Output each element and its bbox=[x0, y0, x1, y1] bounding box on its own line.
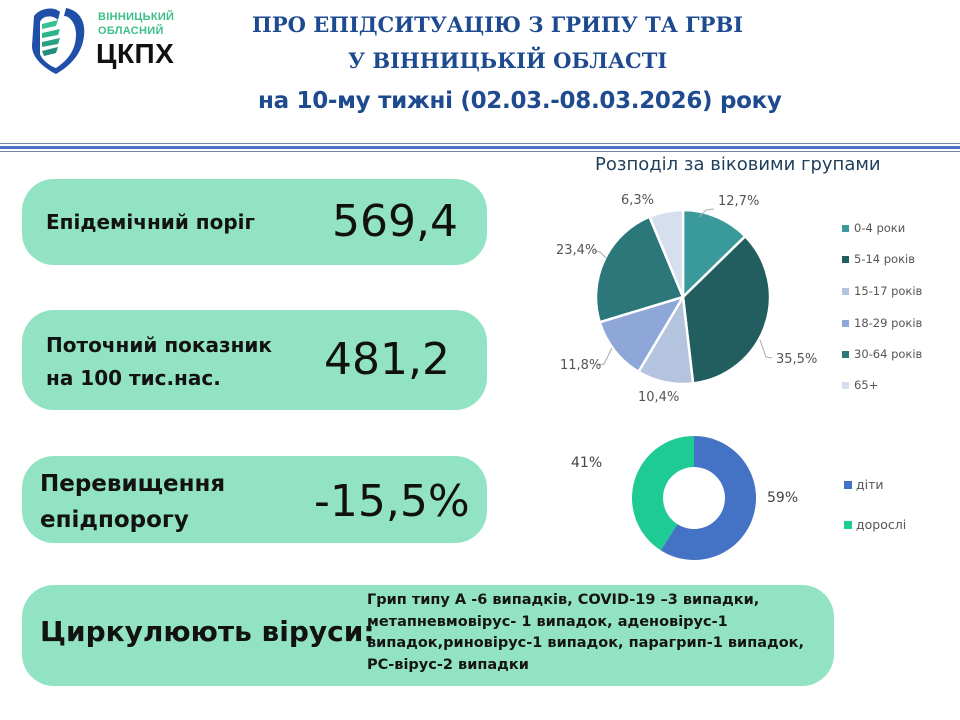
age-pie-title: Розподіл за віковими групами bbox=[595, 154, 881, 175]
donut-label-adults: 41% bbox=[571, 455, 602, 471]
legend-item-18-29: 18-29 років bbox=[842, 316, 922, 330]
pie-label-5-14: 35,5% bbox=[776, 352, 817, 367]
children-adults-donut-chart bbox=[632, 436, 756, 560]
epidemic-threshold-value: 569,4 bbox=[332, 196, 458, 247]
donut-segment-діти bbox=[660, 436, 756, 560]
virus-list-line: РС-вірус-2 випадки bbox=[367, 656, 529, 673]
pie-label-65-plus: 6,3% bbox=[621, 193, 654, 208]
epidemic-threshold-label: Епідемічний поріг bbox=[46, 210, 255, 234]
circulating-viruses-label: Циркулюють віруси: bbox=[40, 615, 375, 648]
circulating-viruses-card: Циркулюють віруси: Грип типу А -6 випадк… bbox=[22, 585, 834, 686]
legend-swatch bbox=[844, 480, 852, 489]
legend-item-adults: дорослі bbox=[844, 517, 906, 532]
legend-swatch bbox=[842, 350, 849, 358]
pie-label-0-4: 12,7% bbox=[718, 194, 759, 209]
legend-item-0-4: 0-4 роки bbox=[842, 221, 905, 235]
logo-org-line1: ВІННИЦЬКИЙ bbox=[98, 11, 175, 23]
virus-list-line: випадок,риновірус-1 випадок, парагрип-1 … bbox=[367, 635, 805, 651]
legend-item-15-17: 15-17 років bbox=[842, 284, 922, 298]
virus-list-line: метапневмовірус- 1 випадок, аденовірус-1 bbox=[367, 613, 728, 630]
age-pie-labels: 12,7% 35,5% 10,4% 11,8% 23,4% 6,3% bbox=[556, 193, 817, 405]
pie-label-18-29: 11,8% bbox=[560, 358, 601, 373]
age-pie-chart bbox=[594, 208, 772, 386]
legend-swatch bbox=[842, 224, 849, 232]
virus-list-line: Грип типу А -6 випадків, COVID-19 –3 вип… bbox=[367, 592, 760, 608]
threshold-excess-label: Перевищення епідпорогу bbox=[40, 466, 225, 538]
page-title-line1: ПРО ЕПІДСИТУАЦІЮ З ГРИПУ ТА ГРВІ bbox=[252, 12, 744, 37]
current-rate-label-line1: Поточний показник bbox=[46, 333, 273, 357]
pie-label-15-17: 10,4% bbox=[638, 390, 679, 405]
header-divider bbox=[0, 143, 960, 153]
page-subtitle-week: на 10-му тижні (02.03.-08.03.2026) року bbox=[258, 88, 782, 114]
legend-swatch bbox=[842, 255, 849, 263]
page-title-line2: У ВІННИЦЬКІЙ ОБЛАСТІ bbox=[348, 48, 668, 73]
current-rate-label-line2: на 100 тис.нас. bbox=[46, 366, 221, 390]
donut-label-children: 59% bbox=[767, 490, 798, 506]
pie-slice-65+ bbox=[647, 208, 685, 298]
logo-name: ЦКПХ bbox=[96, 38, 175, 69]
current-rate-label: Поточний показник на 100 тис.нас. bbox=[46, 329, 272, 395]
logo-org-line2: ОБЛАСНИЙ bbox=[98, 25, 164, 37]
legend-item-5-14: 5-14 років bbox=[842, 252, 915, 266]
legend-item-children: діти bbox=[844, 477, 884, 492]
legend-swatch bbox=[844, 520, 852, 529]
logo: ВІННИЦЬКИЙ ОБЛАСНИЙ ЦКПХ bbox=[20, 2, 220, 74]
legend-swatch bbox=[842, 381, 849, 389]
pie-slice-30-64 років bbox=[594, 215, 685, 324]
epidemic-threshold-card: Епідемічний поріг 569,4 bbox=[22, 179, 487, 265]
threshold-excess-card: Перевищення епідпорогу -15,5% bbox=[22, 456, 487, 543]
legend-item-30-64: 30-64 років bbox=[842, 347, 922, 361]
current-rate-value: 481,2 bbox=[324, 334, 450, 385]
legend-item-65-plus: 65+ bbox=[842, 378, 878, 392]
pie-slice-5-14 років bbox=[681, 234, 772, 385]
pie-slice-0-4 роки bbox=[681, 208, 748, 300]
current-rate-card: Поточний показник на 100 тис.нас. 481,2 bbox=[22, 310, 487, 410]
pie-label-30-64: 23,4% bbox=[556, 243, 597, 258]
threshold-excess-label-line1: Перевищення bbox=[40, 471, 226, 497]
donut-segment-дорослі bbox=[632, 436, 694, 551]
virus-list: Грип типу А -6 випадків, COVID-19 –3 вип… bbox=[367, 590, 837, 676]
threshold-excess-value: -15,5% bbox=[314, 476, 470, 527]
shield-heart-icon bbox=[32, 8, 85, 74]
threshold-excess-label-line2: епідпорогу bbox=[40, 507, 189, 533]
legend-swatch bbox=[842, 319, 849, 327]
legend-swatch bbox=[842, 287, 849, 295]
